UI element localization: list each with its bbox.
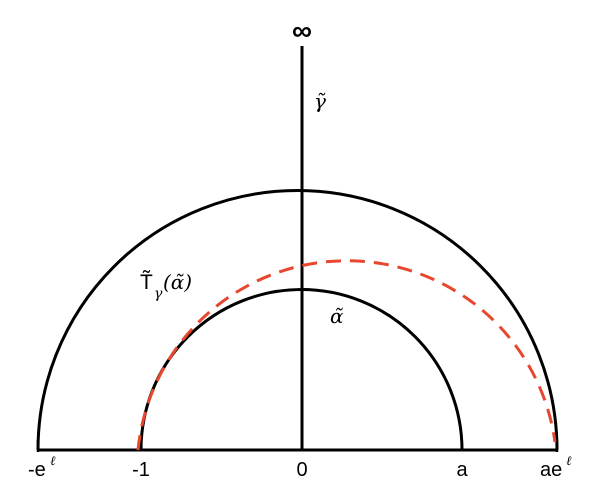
tick-label-neg-e-sup: ℓ	[50, 454, 56, 469]
t-gamma-argument: (α̃)	[163, 270, 192, 294]
t-gamma-subscript: γ	[154, 286, 163, 302]
t-gamma-alpha-label: T̃ γ (α̃)	[140, 270, 192, 302]
tick-label-neg-e-base: -e	[28, 459, 46, 481]
tick-label-zero: 0	[296, 459, 307, 481]
t-gamma-alpha-dashed-curve	[136, 259, 557, 451]
alpha-label: α̃	[330, 304, 344, 328]
t-gamma-base: T̃	[140, 271, 153, 294]
tick-label-neg-one: -1	[132, 459, 150, 481]
tick-label-ae-sup: ℓ	[566, 454, 572, 469]
outer-semicircle	[36, 189, 559, 451]
tick-label-ae-base: ae	[540, 459, 562, 481]
gamma-label: γ̃	[314, 89, 326, 113]
tick-label-neg-e: -e ℓ	[28, 454, 56, 481]
infinity-label: ∞	[292, 15, 312, 46]
tick-label-ae: ae ℓ	[540, 454, 572, 481]
tick-label-a: a	[456, 459, 468, 481]
